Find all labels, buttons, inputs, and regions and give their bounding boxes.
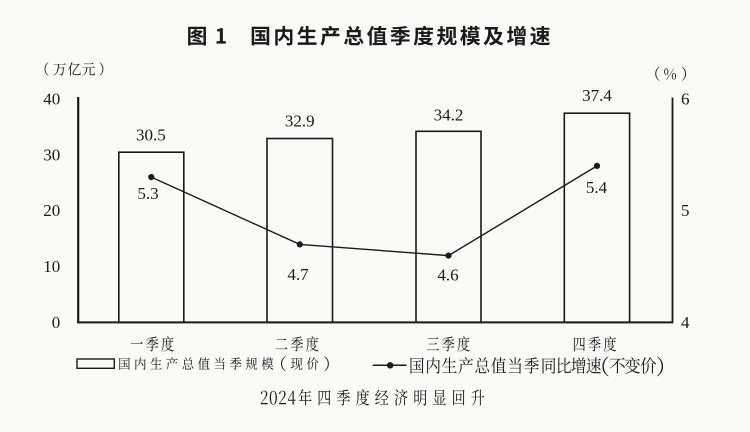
svg-text:0: 0 <box>52 313 61 332</box>
svg-text:5: 5 <box>681 201 690 220</box>
svg-text:5.3: 5.3 <box>137 184 158 203</box>
svg-text:30: 30 <box>43 145 60 164</box>
svg-text:4.6: 4.6 <box>437 265 458 284</box>
svg-text:37.4: 37.4 <box>582 86 612 105</box>
svg-text:6: 6 <box>681 89 690 108</box>
svg-text:20: 20 <box>43 201 60 220</box>
svg-text:32.9: 32.9 <box>285 112 315 131</box>
svg-text:40: 40 <box>43 89 60 108</box>
svg-text:10: 10 <box>43 257 60 276</box>
svg-text:30.5: 30.5 <box>136 125 166 144</box>
svg-text:34.2: 34.2 <box>434 105 464 124</box>
svg-text:4.7: 4.7 <box>287 265 309 284</box>
svg-text:4: 4 <box>681 313 690 332</box>
svg-text:5.4: 5.4 <box>586 178 608 197</box>
